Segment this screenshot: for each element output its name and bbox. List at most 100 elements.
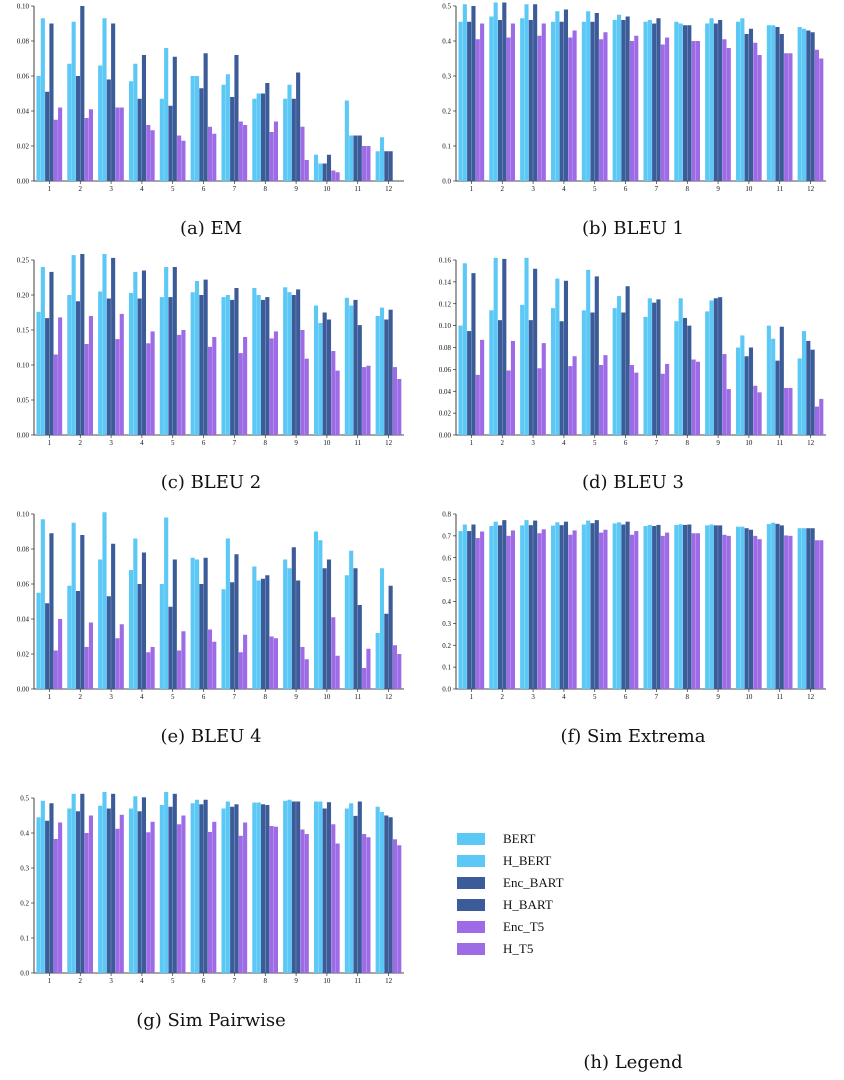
bar — [779, 326, 784, 435]
bar — [304, 160, 309, 181]
chart-panel-bleu2: 0.00 0.05 0.10 0.15 0.20 0.25 1 2 3 4 5 6 7 8 9 10 11 12 … — [0, 254, 422, 512]
bar — [36, 592, 41, 689]
bar — [141, 270, 147, 435]
bar — [375, 151, 380, 181]
bar — [643, 526, 648, 689]
bar — [563, 521, 569, 689]
bar — [537, 533, 542, 689]
bar — [489, 310, 494, 435]
bar — [260, 804, 266, 973]
bar — [128, 808, 134, 973]
bar — [665, 37, 670, 181]
x-tick-label: 2 — [79, 693, 83, 701]
bar — [586, 11, 591, 181]
bar — [397, 379, 402, 435]
bar — [141, 552, 147, 689]
bar — [594, 276, 599, 435]
bar — [353, 568, 358, 689]
bar — [194, 281, 200, 435]
bar — [88, 815, 93, 973]
y-tick-label: 0.1 — [20, 935, 29, 943]
bar — [273, 331, 278, 435]
bar — [36, 817, 41, 973]
legend-label: BERT — [503, 831, 536, 846]
bar — [467, 531, 472, 689]
bar — [265, 83, 270, 181]
x-tick-label: 6 — [202, 439, 206, 447]
bar — [797, 358, 802, 435]
bar — [322, 568, 327, 689]
bar — [506, 370, 511, 435]
bar — [177, 650, 182, 689]
chart-caption-sim-pairwise: (g) Sim Pairwise — [136, 1010, 286, 1031]
bar — [722, 354, 727, 435]
chart-panel-bleu3: 0.00 0.02 0.04 0.06 0.08 0.10 0.12 0.14 0.16 1 2 3 4… — [422, 254, 844, 512]
x-tick-label: 3 — [531, 185, 535, 193]
bar — [344, 297, 349, 435]
x-tick-label: 11 — [354, 977, 361, 985]
x-tick-label: 11 — [776, 693, 783, 701]
x-tick-label: 8 — [686, 439, 690, 447]
bar — [740, 335, 745, 435]
chart-caption-sim-extrema: (f) Sim Extrema — [560, 726, 706, 747]
bar — [273, 826, 278, 973]
x-tick-label: 4 — [562, 439, 566, 447]
bar — [67, 63, 72, 181]
bar — [599, 39, 604, 181]
bar — [181, 815, 186, 973]
chart-bleu1: 0.00.10.20.30.40.51 2 3 4 5 6 7 8 9 10 11 12 — [442, 2, 826, 193]
bar — [252, 566, 257, 689]
x-tick-label: 12 — [807, 693, 815, 701]
bar — [467, 21, 472, 181]
bar — [102, 254, 107, 435]
bar — [797, 27, 802, 181]
bar — [71, 255, 76, 435]
bar — [322, 312, 327, 435]
bar — [603, 355, 608, 435]
bar — [722, 534, 727, 689]
bar — [810, 349, 815, 435]
bar — [137, 98, 142, 181]
bar — [801, 331, 807, 435]
bar — [533, 268, 538, 435]
bar — [71, 21, 76, 181]
bar — [128, 292, 134, 435]
x-tick-label: 6 — [202, 693, 206, 701]
bar — [150, 647, 155, 689]
bar — [784, 535, 789, 689]
bar — [814, 406, 820, 435]
y-tick-label: 0.02 — [17, 143, 30, 151]
chart-caption-em: (a) EM — [179, 218, 243, 239]
x-tick-label: 7 — [233, 977, 237, 985]
bar — [541, 529, 546, 689]
bar — [590, 21, 595, 181]
bar — [225, 801, 230, 973]
bar — [819, 58, 824, 181]
bar — [709, 300, 714, 435]
bar — [119, 814, 124, 973]
bar — [106, 79, 111, 181]
bar — [304, 834, 309, 973]
x-tick-label: 11 — [354, 185, 361, 193]
bar — [691, 533, 696, 689]
bar — [493, 521, 498, 689]
bar — [599, 365, 604, 435]
bar — [502, 2, 507, 181]
bar — [207, 126, 213, 181]
bar — [265, 575, 270, 689]
bar — [572, 30, 577, 181]
bar — [656, 524, 661, 689]
bar — [678, 23, 683, 181]
bar — [75, 301, 81, 435]
bar — [757, 55, 762, 181]
bar — [510, 530, 515, 689]
bar — [362, 834, 367, 973]
x-tick-label: 11 — [776, 185, 783, 193]
bar — [788, 535, 793, 689]
bar — [379, 307, 385, 435]
bar — [735, 21, 741, 181]
bar — [572, 530, 577, 689]
y-tick-label: 0.06 — [17, 73, 30, 81]
bar — [797, 528, 802, 689]
bar — [296, 72, 301, 181]
